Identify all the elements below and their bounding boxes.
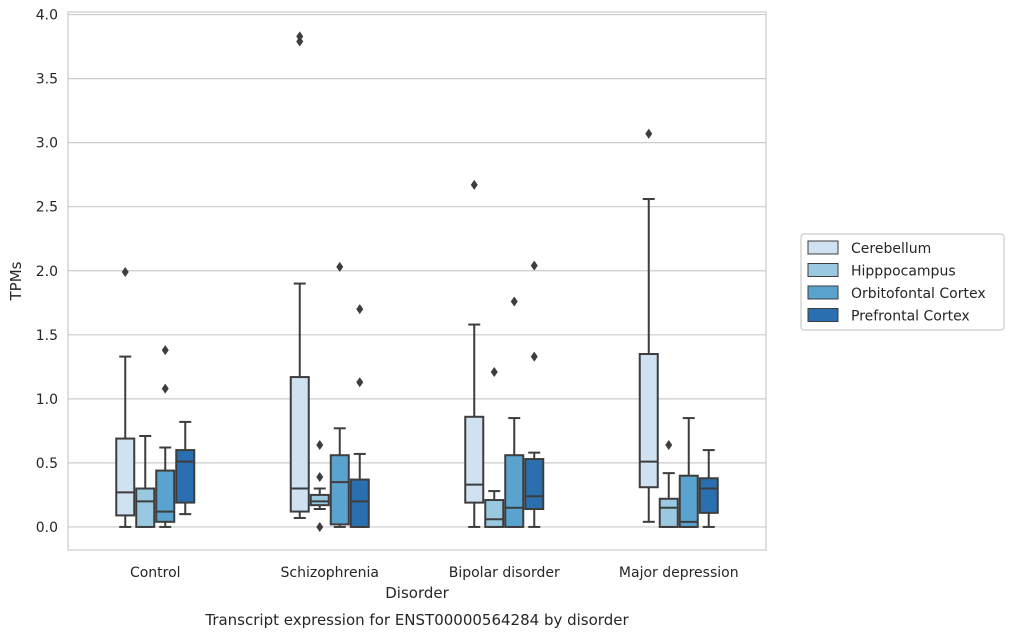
grid-lines <box>68 13 766 528</box>
x-tick-label: Schizophrenia <box>281 565 379 581</box>
outlier-point <box>316 439 324 450</box>
y-tick-label: 0.0 <box>36 520 58 536</box>
box-body <box>175 449 196 504</box>
box <box>698 449 719 528</box>
box-body <box>678 474 699 528</box>
box <box>349 304 370 528</box>
box-body <box>658 497 679 528</box>
outlier-point <box>316 471 324 482</box>
box <box>678 417 699 528</box>
x-tick-label: Major depression <box>619 565 739 581</box>
legend-label: Hipppocampus <box>851 264 956 280</box>
box-body <box>135 487 156 528</box>
outlier-point <box>296 36 304 47</box>
y-tick-label: 1.5 <box>36 328 58 344</box>
box <box>155 345 176 528</box>
y-tick-label: 3.0 <box>36 136 58 152</box>
outlier-point <box>161 383 169 394</box>
y-tick-label: 3.5 <box>36 72 58 88</box>
box-body <box>464 415 485 504</box>
box <box>524 260 545 528</box>
box <box>175 420 196 516</box>
box-body <box>484 499 505 528</box>
y-axis-ticks: 0.0 0.5 1.0 1.5 2.0 2.5 3.0 3.5 4.0 <box>36 8 58 536</box>
box-body <box>698 477 719 514</box>
y-tick-label: 2.5 <box>36 200 58 216</box>
legend-label: Prefrontal Cortex <box>851 309 970 325</box>
y-tick-label: 0.5 <box>36 456 58 472</box>
outlier-point <box>356 304 364 315</box>
outlier-point <box>665 439 673 450</box>
outlier-point <box>530 351 538 362</box>
x-axis-label: Disorder <box>385 584 449 602</box>
box <box>638 128 659 523</box>
box-body <box>115 437 136 517</box>
outlier-point <box>645 128 653 139</box>
outlier-point <box>470 179 478 190</box>
box <box>329 261 350 528</box>
y-tick-label: 1.0 <box>36 392 58 408</box>
outlier-point <box>316 521 324 532</box>
legend: Cerebellum Hipppocampus Orbitofontal Corte… <box>800 233 1005 331</box>
box-body <box>309 493 330 507</box>
outlier-point <box>161 345 169 356</box>
outlier-point <box>336 261 344 272</box>
y-tick-label: 4.0 <box>36 8 58 24</box>
plot-area-boxes <box>115 31 719 532</box>
outlier-point <box>121 267 129 278</box>
box <box>135 434 156 528</box>
outlier-point <box>296 31 304 42</box>
legend-frame <box>800 233 1005 331</box>
legend-swatch <box>807 240 839 255</box>
legend-swatch <box>807 308 839 322</box>
box-body <box>289 376 310 513</box>
box-body <box>349 478 370 528</box>
box <box>504 296 525 528</box>
legend-swatch <box>807 285 839 300</box>
legend-label: Orbitofontal Cortex <box>851 286 986 302</box>
box <box>309 439 330 532</box>
plot-frame <box>67 11 767 551</box>
y-axis-label: TPMs <box>7 261 25 301</box>
box <box>658 439 679 528</box>
box-body <box>155 469 176 523</box>
x-tick-label: Control <box>130 565 181 581</box>
box-body <box>524 458 545 511</box>
x-axis-ticks: Control Schizophrenia Bipolar disorder Majo… <box>130 565 739 581</box>
y-tick-label: 2.0 <box>36 264 58 280</box>
box <box>289 31 310 519</box>
box-body <box>329 454 350 526</box>
box-body <box>638 353 659 489</box>
chart-title: Transcript expression for ENST0000056428… <box>204 611 629 629</box>
outlier-point <box>490 366 498 377</box>
outlier-point <box>530 260 538 271</box>
x-tick-label: Bipolar disorder <box>449 565 560 581</box>
box-body <box>504 454 525 528</box>
legend-swatch <box>807 263 839 277</box>
box <box>115 267 136 528</box>
legend-label: Cerebellum <box>851 241 931 257</box>
outlier-point <box>356 377 364 388</box>
box <box>464 179 485 528</box>
outlier-point <box>510 296 518 307</box>
box <box>484 366 505 528</box>
